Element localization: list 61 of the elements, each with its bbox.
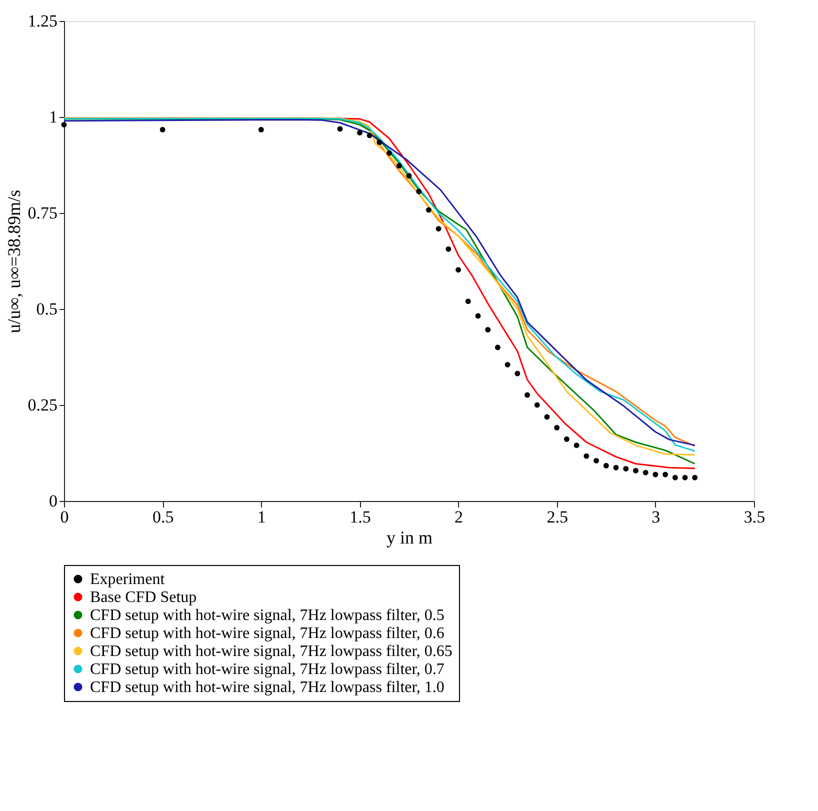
point — [436, 226, 442, 232]
point — [386, 150, 392, 156]
point — [682, 474, 688, 480]
y-tick-label: 0.5 — [36, 300, 58, 318]
point — [662, 472, 668, 478]
point — [446, 246, 452, 252]
point — [574, 442, 580, 448]
legend-label: CFD setup with hot-wire signal, 7Hz lowpass filter, 0.5 — [90, 607, 444, 624]
point — [416, 188, 422, 194]
point — [426, 207, 432, 213]
point — [594, 458, 600, 464]
legend-label: Experiment — [90, 571, 166, 588]
legend-label: Base CFD Setup — [90, 589, 197, 606]
point — [554, 424, 560, 430]
point — [376, 140, 382, 146]
y-tick-label: 0 — [49, 492, 58, 510]
point — [465, 298, 471, 304]
point — [672, 474, 678, 480]
legend-label: CFD setup with hot-wire signal, 7Hz lowpass filter, 0.65 — [90, 643, 452, 660]
point — [514, 370, 520, 376]
point — [160, 126, 166, 132]
x-tick-label: 0.5 — [152, 508, 174, 526]
point — [534, 402, 540, 408]
point — [623, 466, 629, 472]
legend-label: CFD setup with hot-wire signal, 7Hz lowpass filter, 0.6 — [90, 625, 444, 642]
y-axis-title: u/u∞, u∞=38.89m/s — [4, 190, 24, 334]
legend-label: CFD setup with hot-wire signal, 7Hz lowpass filter, 1.0 — [90, 679, 444, 696]
x-tick-label: 1.5 — [350, 508, 371, 526]
point — [584, 453, 590, 459]
point — [456, 267, 462, 273]
point — [652, 472, 658, 478]
point — [642, 470, 648, 476]
point — [524, 392, 530, 398]
x-tick-label: 3 — [652, 508, 660, 526]
point — [366, 132, 372, 138]
point — [396, 163, 402, 168]
x-tick-label: 2 — [454, 508, 464, 526]
y-tick-label: 0.75 — [28, 204, 58, 222]
x-tick-label: 3.5 — [744, 508, 766, 526]
point — [61, 122, 67, 128]
legend-label: CFD setup with hot-wire signal, 7Hz lowpass filter, 0.7 — [90, 661, 444, 678]
point — [258, 126, 264, 132]
point — [564, 436, 570, 442]
point — [475, 313, 481, 319]
point — [603, 462, 609, 468]
point — [485, 327, 491, 332]
point — [692, 474, 698, 480]
y-tick-label: 1 — [49, 108, 58, 126]
point — [504, 362, 510, 368]
y-tick-label: 1.25 — [28, 12, 58, 30]
point — [494, 344, 500, 350]
y-tick-label: 0.25 — [28, 396, 58, 414]
point — [406, 173, 412, 178]
point — [613, 464, 619, 470]
x-axis-title: y in m — [386, 528, 433, 548]
x-tick-label: 2.5 — [546, 508, 568, 526]
point — [632, 468, 638, 474]
x-tick-label: 1 — [257, 508, 266, 526]
point — [544, 414, 550, 420]
point — [337, 126, 343, 132]
point — [356, 130, 362, 136]
